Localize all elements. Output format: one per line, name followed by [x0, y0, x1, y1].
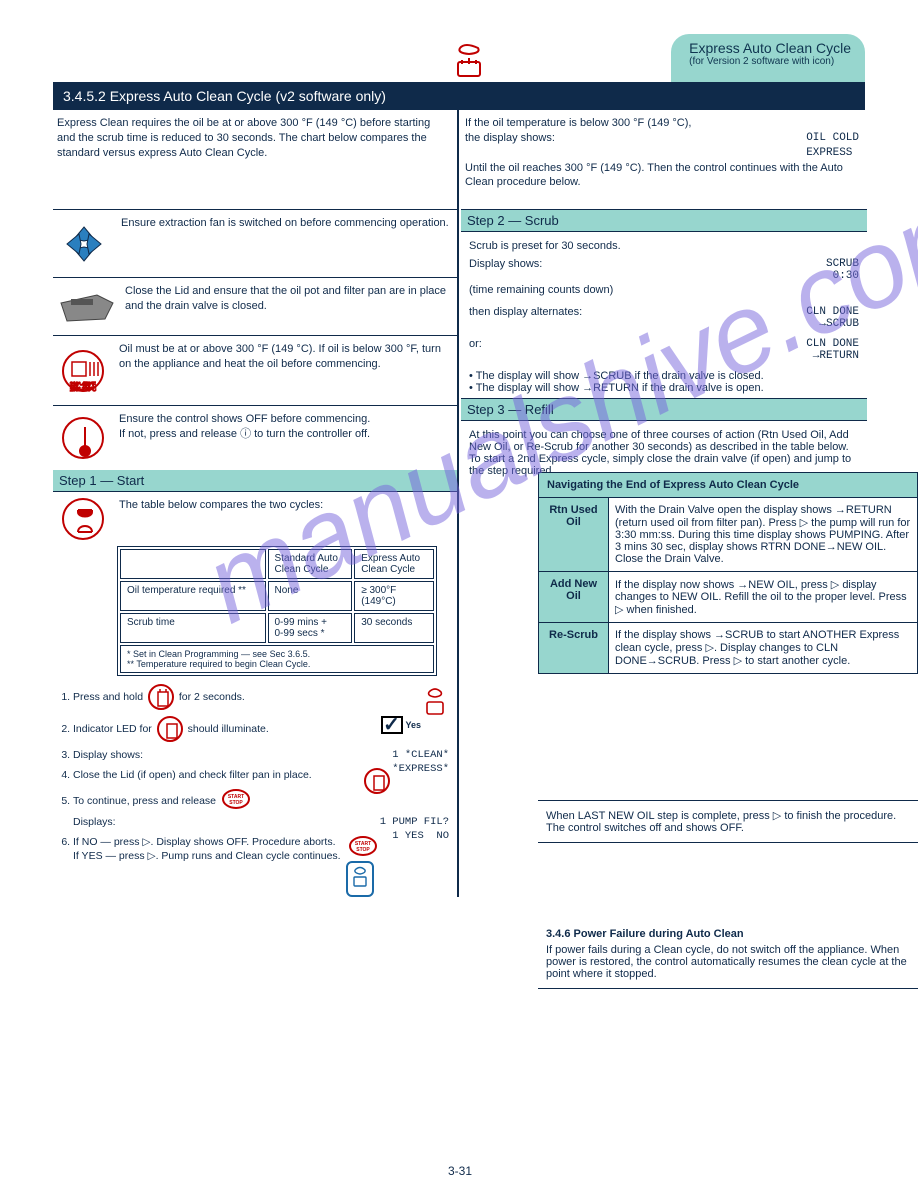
- svg-text:STOP: STOP: [356, 847, 370, 853]
- compare-intro: The table below compares the two cycles:: [119, 498, 449, 540]
- step3-header: Step 3 — Refill: [461, 399, 867, 421]
- step-oil-hot: Oil must be at or above 300 °F (149 °C).…: [119, 342, 449, 399]
- nav-r3-val: If the display shows →SCRUB to start ANO…: [609, 623, 917, 673]
- powerfail-body: If power fails during a Clean cycle, do …: [546, 944, 910, 980]
- page-number: 3-31: [448, 1164, 472, 1178]
- nav-r2-val: If the display now shows →NEW OIL, press…: [609, 572, 917, 622]
- start-stop-icon: STARTSTOP: [348, 835, 378, 861]
- nav-r1-key: Rtn Used Oil: [539, 498, 609, 571]
- thermometer-icon: [57, 412, 109, 464]
- compare-table: Standard AutoClean CycleExpress AutoClea…: [117, 546, 437, 676]
- nav-r1-val: With the Drain Valve open the display sh…: [609, 498, 917, 571]
- tab-title: Express Auto Clean Cycle: [689, 40, 851, 56]
- clean-button-icon: [157, 716, 183, 742]
- step-fan-text: Ensure extraction fan is switched on bef…: [121, 216, 449, 271]
- step1-header: Step 1 — Start: [53, 470, 457, 492]
- step1-procedure: Press and hold for 2 seconds. Indicator …: [53, 676, 457, 877]
- row-scrub-label: Scrub time: [120, 613, 266, 643]
- proc-3: Display shows: 1 *CLEAN**EXPRESS*: [73, 748, 449, 762]
- th-exp: Express AutoClean Cycle: [354, 549, 434, 579]
- oil-below-text: If the oil temperature is below 300 °F (…: [465, 116, 859, 203]
- nav-table-title: Navigating the End of Express Auto Clean…: [538, 472, 918, 498]
- nav-r2-key: Add New Oil: [539, 572, 609, 622]
- row-temp-exp: ≥ 300°F(149°C): [354, 581, 434, 611]
- row-temp-label: Oil temperature required **: [120, 581, 266, 611]
- steam-small-icon: [346, 861, 374, 897]
- page-tab: Express Auto Clean Cycle (for Version 2 …: [671, 34, 865, 82]
- step-control-off: Ensure the control shows OFF before comm…: [119, 412, 449, 464]
- nav-r3-key: Re-Scrub: [539, 623, 609, 673]
- steam-icon: [421, 684, 449, 718]
- r-intro2b: • The display will show →RETURN if the d…: [469, 382, 859, 394]
- left-column: Express Clean requires the oil be at or …: [53, 110, 459, 897]
- proc-5: To continue, press and release STARTSTOP…: [73, 788, 449, 828]
- section-header: 3.4.5.2 Express Auto Clean Cycle (v2 sof…: [53, 82, 865, 110]
- proc-1: Press and hold for 2 seconds.: [73, 684, 449, 710]
- fryer-icon: [57, 284, 115, 329]
- step2-body: Scrub is preset for 30 seconds. Display …: [461, 232, 867, 399]
- start-stop-icon: STARTSTOP: [221, 788, 251, 814]
- step2-header: Step 2 — Scrub: [461, 210, 867, 232]
- right-column: If the oil temperature is below 300 °F (…: [461, 110, 867, 485]
- svg-text:STOP: STOP: [229, 800, 243, 806]
- nav-table: Navigating the End of Express Auto Clean…: [538, 472, 918, 674]
- oil-temp-icon: 210°-450°F 100°-230°C: [57, 342, 109, 399]
- intro-text: Express Clean requires the oil be at or …: [57, 116, 449, 203]
- row-temp-std: None: [268, 581, 353, 611]
- steam-icon: [452, 38, 486, 83]
- th-std: Standard AutoClean Cycle: [268, 549, 353, 579]
- tab-subtitle: (for Version 2 software with icon): [689, 56, 851, 67]
- hourglass-icon: [57, 498, 109, 540]
- svg-text:100°-230°C: 100°-230°C: [70, 387, 96, 393]
- right-powerfail: 3.4.6 Power Failure during Auto Clean If…: [538, 920, 918, 989]
- yes-label: Yes: [403, 720, 421, 730]
- row-scrub-exp: 30 seconds: [354, 613, 434, 643]
- table-footnote: * Set in Clean Programming — see Sec 3.6…: [120, 645, 434, 673]
- proc-2: Indicator LED for should illuminate. Yes: [73, 716, 449, 742]
- step-close-lid: Close the Lid and ensure that the oil po…: [125, 284, 449, 329]
- checkbox-yes-icon: [381, 716, 403, 734]
- fan-icon: [57, 216, 111, 271]
- r-intro2a: • The display will show →SCRUB if the dr…: [469, 370, 859, 382]
- clean-button-icon: [364, 768, 390, 794]
- step2-intro: Scrub is preset for 30 seconds.: [469, 240, 859, 252]
- powerfail-title: 3.4.6 Power Failure during Auto Clean: [546, 928, 910, 940]
- row-scrub-std: 0-99 mins +0-99 secs *: [268, 613, 353, 643]
- clean-button-icon: [148, 684, 174, 710]
- right-finish: When LAST NEW OIL step is complete, pres…: [538, 800, 918, 843]
